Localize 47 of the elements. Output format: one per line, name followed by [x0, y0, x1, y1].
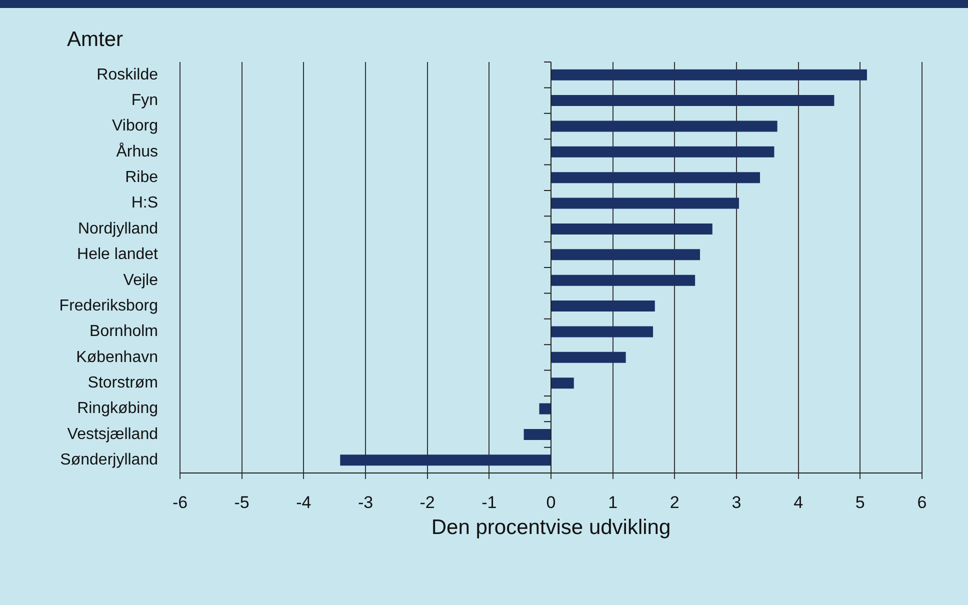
- bar: [552, 198, 739, 209]
- y-tick-label: Roskilde: [96, 66, 158, 84]
- y-tick-label: Sønderjylland: [60, 452, 158, 469]
- x-tick-label: 3: [732, 492, 742, 512]
- y-tick-label: H:S: [131, 194, 158, 212]
- y-tick-label: Vejle: [123, 272, 158, 289]
- x-tick-label: -1: [482, 492, 497, 512]
- y-tick-label: København: [76, 348, 158, 366]
- x-tick-label: -2: [420, 492, 435, 512]
- bar: [552, 95, 834, 106]
- y-tick-label: Bornholm: [90, 323, 158, 340]
- x-tick-label: 6: [917, 492, 927, 512]
- y-tick-label: Viborg: [112, 118, 158, 135]
- bar: [552, 120, 778, 132]
- y-tick-label: Ribe: [125, 169, 158, 186]
- x-axis-title: Den procentvise udvikling: [431, 516, 671, 540]
- x-tick-label: 4: [794, 492, 804, 512]
- bar: [340, 454, 550, 466]
- bar: [552, 352, 626, 363]
- bar: [552, 172, 760, 184]
- y-tick-label: Storstrøm: [88, 374, 158, 392]
- bar: [524, 428, 550, 440]
- y-tick-label: Frederiksborg: [59, 297, 158, 314]
- bar: [552, 378, 574, 389]
- y-tick-label: Ringkøbing: [77, 400, 158, 418]
- x-tick-label: -3: [358, 492, 374, 512]
- bar: [552, 69, 867, 80]
- x-tick-label: -5: [234, 492, 250, 512]
- x-tick-label: 1: [608, 492, 618, 512]
- x-tick-label: -4: [296, 492, 312, 512]
- x-tick-label: 5: [855, 492, 865, 512]
- bar: [552, 274, 696, 286]
- bar: [552, 326, 654, 338]
- bar: [552, 300, 655, 312]
- bar: [552, 249, 700, 260]
- y-tick-label: Nordjylland: [78, 220, 158, 238]
- y-tick-label: Hele landet: [77, 246, 159, 264]
- y-axis-title: Amter: [67, 28, 124, 52]
- y-tick-label: Århus: [116, 142, 158, 160]
- bar: [539, 403, 550, 414]
- y-tick-label: Fyn: [131, 92, 158, 109]
- x-tick-label: 0: [546, 492, 556, 512]
- bar: [552, 146, 774, 158]
- x-tick-label: 2: [670, 492, 680, 512]
- bar: [552, 223, 712, 234]
- y-tick-label: Vestsjælland: [67, 426, 158, 443]
- x-tick-label: -6: [172, 492, 188, 512]
